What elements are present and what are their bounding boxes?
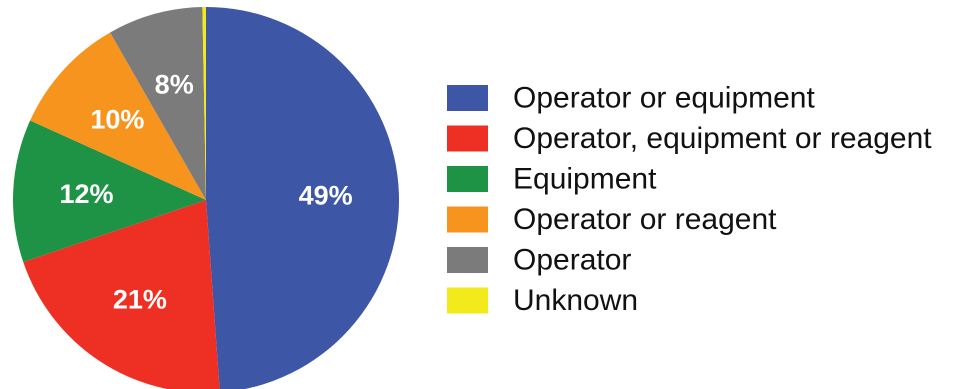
- legend: Operator or equipment Operator, equipment…: [447, 82, 932, 317]
- legend-swatch-unknown: [447, 287, 488, 314]
- pie-slice-operator-or-reagent: [30, 32, 207, 201]
- slice-value-label: 21%: [113, 285, 167, 315]
- legend-swatch-operator-equipment-or-reagent: [447, 125, 488, 152]
- slice-value-label: 10%: [90, 105, 144, 135]
- legend-label-unknown: Unknown: [513, 284, 638, 317]
- legend-swatch-equipment: [447, 166, 488, 192]
- legend-swatch-operator-or-reagent: [447, 206, 488, 233]
- pie-slice-operator-equipment-or-reagent: [23, 200, 220, 389]
- slice-value-label: 8%: [155, 70, 194, 100]
- legend-label-equipment: Equipment: [513, 163, 657, 196]
- pie-slice-labels: 49% 21% 12% 10% 8%: [59, 70, 352, 315]
- pie-slice-operator: [110, 7, 206, 201]
- slice-value-label: 49%: [299, 181, 353, 211]
- legend-label-operator-or-reagent: Operator or reagent: [513, 203, 777, 236]
- legend-swatch-operator-or-equipment: [447, 85, 488, 111]
- pie-slice-equipment: [13, 120, 207, 263]
- pie-slice-operator-or-equipment: [206, 7, 399, 389]
- pie-slice-unknown: [202, 6, 206, 200]
- slice-value-label: 12%: [59, 179, 113, 209]
- legend-label-operator: Operator: [513, 244, 631, 277]
- legend-label-operator-equipment-or-reagent: Operator, equipment or reagent: [513, 122, 932, 155]
- legend-label-operator-or-equipment: Operator or equipment: [513, 82, 815, 115]
- legend-swatch-operator: [447, 247, 488, 273]
- pie-slices: [13, 6, 399, 389]
